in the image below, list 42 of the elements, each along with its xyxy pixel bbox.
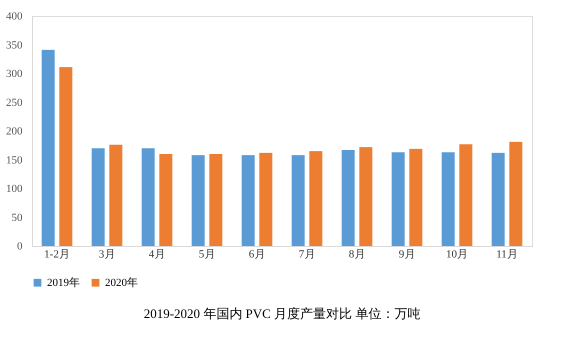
x-tick-label: 7月 <box>298 248 316 260</box>
bar <box>342 150 355 246</box>
y-tick-label: 100 <box>6 183 23 195</box>
y-tick-label: 400 <box>6 10 23 22</box>
bar <box>292 155 305 246</box>
bar <box>242 155 255 246</box>
y-tick-label: 250 <box>6 96 23 109</box>
bar <box>392 152 405 246</box>
text: 2019-2020 年国内 PVC 月度产量对比 单位：万吨 <box>144 306 420 321</box>
bar <box>359 147 372 246</box>
x-tick-label: 5月 <box>198 248 216 260</box>
bar <box>492 152 505 246</box>
y-tick-label: 350 <box>6 39 23 52</box>
x-tick-label: 10月 <box>446 248 468 260</box>
x-tick-label: 4月 <box>148 248 166 260</box>
y-tick-label: 200 <box>6 126 23 138</box>
y-tick-label: 50 <box>12 212 23 224</box>
bar <box>109 144 122 246</box>
bar <box>209 154 222 246</box>
x-tick-label: 1-2月 <box>44 248 70 260</box>
bar <box>192 155 205 246</box>
bar <box>442 152 455 246</box>
bar <box>509 142 522 246</box>
x-tick-label: 8月 <box>348 248 366 260</box>
x-tick-label: 11月 <box>496 248 518 260</box>
bar <box>159 154 172 246</box>
legend-label: 2019年 <box>47 276 80 289</box>
legend-label: 2020年 <box>105 276 138 289</box>
bar <box>59 67 72 246</box>
bar <box>459 144 472 246</box>
y-tick-label: 0 <box>17 240 23 252</box>
bar <box>142 148 155 246</box>
bar <box>309 151 322 246</box>
x-tick-label: 3月 <box>98 248 116 260</box>
bar <box>409 148 422 246</box>
x-tick-label: 9月 <box>398 248 416 260</box>
y-tick-label: 150 <box>6 154 23 166</box>
bar <box>42 50 55 246</box>
x-tick-label: 6月 <box>248 248 266 260</box>
bar <box>92 148 105 246</box>
bar <box>259 152 272 246</box>
y-tick-label: 300 <box>6 68 23 80</box>
